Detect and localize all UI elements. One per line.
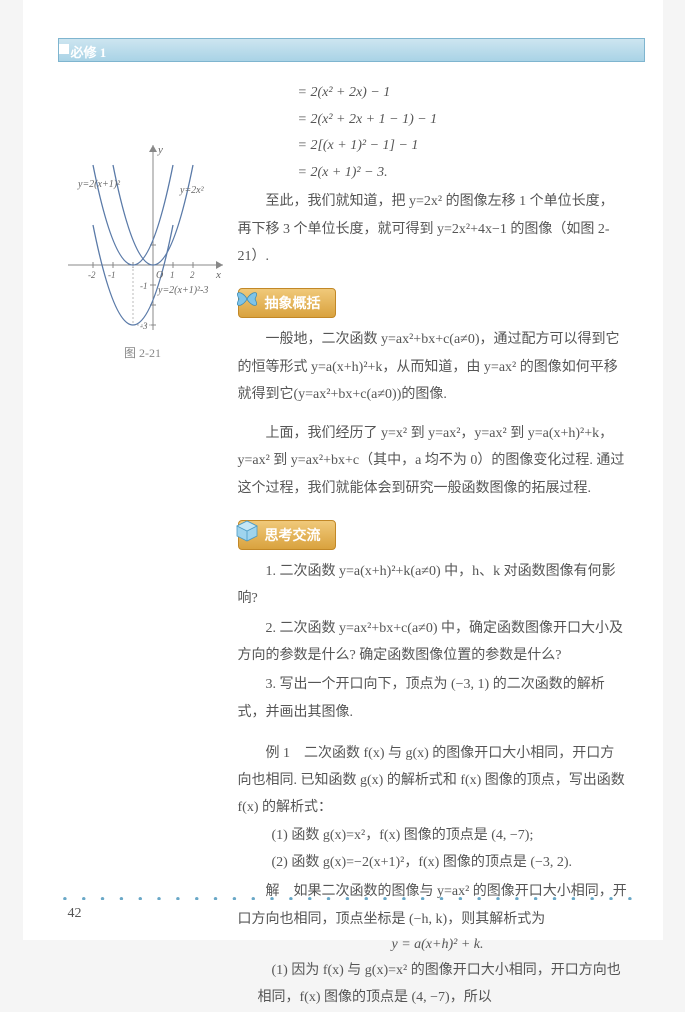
svg-text:-3: -3 bbox=[140, 321, 148, 331]
section-tag-think: 思考交流 bbox=[238, 520, 638, 550]
svg-text:y=2(x+1)²-3: y=2(x+1)²-3 bbox=[157, 285, 208, 296]
footer-dots: ● ● ● ● ● ● ● ● ● ● ● ● ● ● ● ● ● ● ● ● … bbox=[63, 894, 633, 900]
page: 必修 1 = 2(x² + 2x) − 1 = 2(x² + 2x + 1 − … bbox=[23, 0, 663, 940]
figure-caption: 图 2-21 bbox=[58, 344, 228, 361]
example-item-2: (2) 函数 g(x)=−2(x+1)²，f(x) 图像的顶点是 (−3, 2)… bbox=[258, 849, 628, 876]
solution-1: (1) 因为 f(x) 与 g(x)=x² 的图像开口大小相同，开口方向也相同，… bbox=[258, 957, 628, 1012]
tag-pill-2: 思考交流 bbox=[238, 520, 336, 550]
section-title-2: 思考交流 bbox=[265, 529, 321, 544]
svg-text:y=2(x+1)²: y=2(x+1)² bbox=[77, 179, 121, 190]
cube-icon bbox=[233, 517, 261, 545]
section-tag-abstract: 抽象概括 bbox=[238, 288, 638, 318]
example-lead: 例 1 二次函数 f(x) 与 g(x) 的图像开口大小相同，开口方向也相同. … bbox=[238, 740, 628, 822]
question-2: 2. 二次函数 y=ax²+bx+c(a≠0) 中，确定函数图像开口大小及方向的… bbox=[238, 615, 628, 670]
svg-text:-2: -2 bbox=[88, 270, 96, 280]
header-bar: 必修 1 bbox=[58, 38, 645, 62]
question-1: 1. 二次函数 y=a(x+h)²+k(a≠0) 中，h、k 对函数图像有何影响… bbox=[238, 558, 628, 613]
eq-line-4: = 2(x + 1)² − 3. bbox=[298, 160, 638, 187]
example-item-1: (1) 函数 g(x)=x²，f(x) 图像的顶点是 (4, −7); bbox=[258, 822, 628, 849]
question-3: 3. 写出一个开口向下，顶点为 (−3, 1) 的二次函数的解析式，并画出其图像… bbox=[238, 671, 628, 726]
header-label: 必修 1 bbox=[71, 42, 107, 61]
butterfly-icon bbox=[233, 285, 261, 313]
svg-text:y=2x²: y=2x² bbox=[179, 185, 205, 196]
eq-line-1: = 2(x² + 2x) − 1 bbox=[298, 80, 638, 107]
svg-text:y: y bbox=[157, 144, 163, 156]
section1-p2: 上面，我们经历了 y=x² 到 y=ax²，y=ax² 到 y=a(x+h)²+… bbox=[238, 420, 628, 502]
intro-paragraph: 至此，我们就知道，把 y=2x² 的图像左移 1 个单位长度，再下移 3 个单位… bbox=[238, 188, 628, 270]
section-title-1: 抽象概括 bbox=[265, 297, 321, 312]
eq-line-2: = 2(x² + 2x + 1 − 1) − 1 bbox=[298, 107, 638, 134]
solution-lead: 解 如果二次函数的图像与 y=ax² 的图像开口大小相同，开口方向也相同，顶点坐… bbox=[238, 878, 628, 933]
section1-p1: 一般地，二次函数 y=ax²+bx+c(a≠0)，通过配方可以得到它的恒等形式 … bbox=[238, 326, 628, 408]
svg-text:-1: -1 bbox=[108, 270, 116, 280]
svg-text:2: 2 bbox=[190, 270, 195, 280]
content: = 2(x² + 2x) − 1 = 2(x² + 2x + 1 − 1) − … bbox=[58, 80, 638, 880]
tag-pill: 抽象概括 bbox=[238, 288, 336, 318]
svg-text:O: O bbox=[156, 270, 163, 281]
page-number: 42 bbox=[68, 906, 82, 922]
svg-text:1: 1 bbox=[170, 270, 175, 280]
header-square-icon bbox=[59, 44, 69, 54]
svg-text:x: x bbox=[215, 269, 221, 281]
parabola-plot-icon: y x O -2 -1 1 2 -1 -3 y=2(x+1)² y=2x² y=… bbox=[58, 135, 228, 335]
equation-block: = 2(x² + 2x) − 1 = 2(x² + 2x + 1 − 1) − … bbox=[298, 80, 638, 186]
figure-2-21: y x O -2 -1 1 2 -1 -3 y=2(x+1)² y=2x² y=… bbox=[58, 135, 228, 361]
example-1: 例 1 二次函数 f(x) 与 g(x) 的图像开口大小相同，开口方向也相同. … bbox=[58, 740, 638, 1012]
eq-line-3: = 2[(x + 1)² − 1] − 1 bbox=[298, 133, 638, 160]
solution-equation: y = a(x+h)² + k. bbox=[238, 933, 638, 957]
svg-text:-1: -1 bbox=[140, 281, 148, 291]
